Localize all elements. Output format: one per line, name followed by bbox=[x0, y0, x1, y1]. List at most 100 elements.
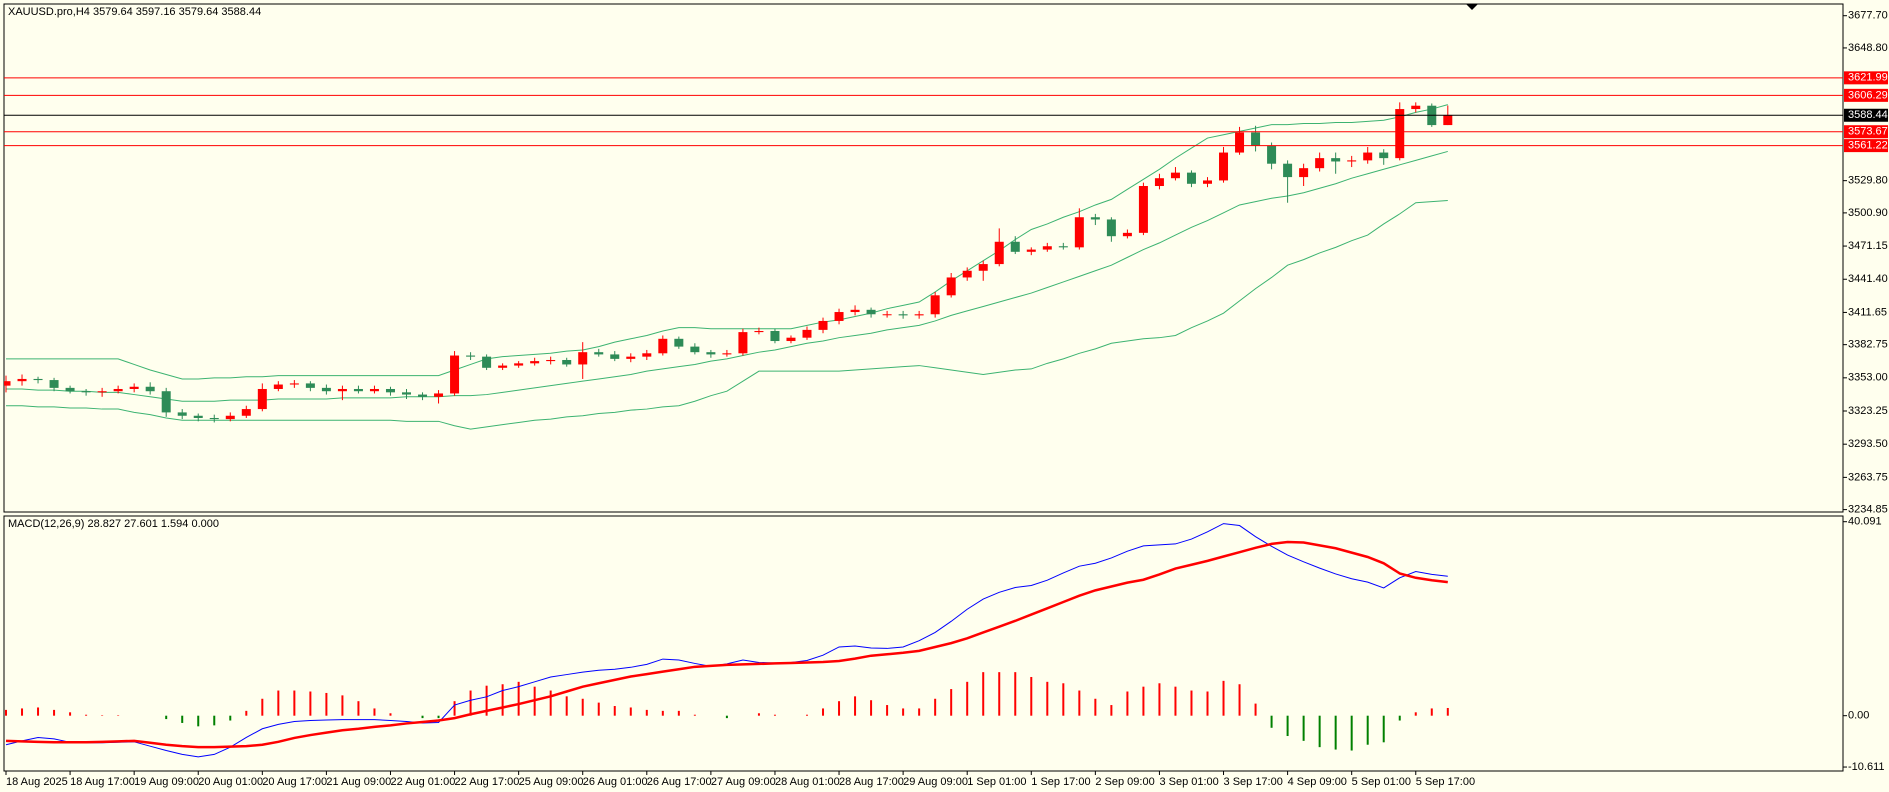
candle-body bbox=[4, 381, 11, 386]
band-line bbox=[6, 150, 1448, 402]
candle-body bbox=[161, 391, 171, 413]
candle-body bbox=[1026, 249, 1036, 252]
level-tag bbox=[1844, 88, 1888, 102]
y-tick-label: 3263.75 bbox=[1848, 471, 1888, 483]
candle-body bbox=[17, 378, 27, 382]
level-label: 3621.99 bbox=[1848, 72, 1888, 84]
candle-body bbox=[754, 330, 764, 333]
candle-body bbox=[722, 353, 732, 355]
candle-body bbox=[225, 415, 235, 420]
macd-panel bbox=[3, 515, 1844, 772]
x-tick-label: 3 Sep 01:00 bbox=[1159, 776, 1218, 788]
candle-body bbox=[1331, 158, 1341, 162]
y-tick-label: 3471.15 bbox=[1848, 240, 1888, 252]
x-tick-label: 28 Aug 01:00 bbox=[775, 776, 840, 788]
y-tick-label: -10.611 bbox=[1848, 761, 1885, 773]
candle-body bbox=[658, 338, 668, 354]
candle-body bbox=[738, 332, 748, 354]
candle-body bbox=[49, 380, 59, 388]
x-tick-label: 1 Sep 01:00 bbox=[967, 776, 1026, 788]
candle-body bbox=[1395, 109, 1405, 159]
candle-body bbox=[834, 312, 844, 321]
candle-body bbox=[850, 309, 860, 313]
x-tick-label: 18 Aug 17:00 bbox=[70, 776, 135, 788]
x-tick-label: 20 Aug 17:00 bbox=[262, 776, 327, 788]
candle-body bbox=[1267, 145, 1277, 164]
candle-body bbox=[770, 330, 780, 342]
candle-body bbox=[273, 384, 283, 389]
candle-body bbox=[1219, 152, 1229, 181]
x-tick-label: 5 Sep 01:00 bbox=[1352, 776, 1411, 788]
candle-body bbox=[498, 365, 508, 368]
x-tick-label: 26 Aug 01:00 bbox=[583, 776, 648, 788]
candle-body bbox=[546, 359, 556, 362]
x-tick-label: 27 Aug 09:00 bbox=[711, 776, 776, 788]
candle-body bbox=[626, 356, 636, 359]
candle-body bbox=[1299, 168, 1309, 178]
level-tag bbox=[1844, 71, 1888, 85]
price-panel bbox=[3, 3, 1844, 513]
candle-body bbox=[562, 359, 572, 365]
x-tick-label: 1 Sep 17:00 bbox=[1031, 776, 1090, 788]
candle-body bbox=[241, 409, 251, 416]
y-tick-label: 3441.40 bbox=[1848, 273, 1888, 285]
candle-body bbox=[898, 314, 908, 316]
band-line bbox=[6, 104, 1448, 380]
candle-body bbox=[33, 378, 43, 381]
candle-body bbox=[1283, 163, 1293, 178]
candle-body bbox=[1203, 180, 1212, 184]
candle-body bbox=[65, 387, 75, 392]
candle-body bbox=[930, 295, 940, 315]
candle-body bbox=[514, 363, 524, 366]
level-label: 3573.67 bbox=[1848, 126, 1888, 138]
candle-body bbox=[914, 314, 924, 316]
level-tag bbox=[1844, 108, 1888, 122]
y-tick-label: 3382.75 bbox=[1848, 339, 1888, 351]
candle-body bbox=[1411, 105, 1421, 110]
candle-body bbox=[674, 338, 684, 347]
candle-body bbox=[305, 383, 315, 388]
candle-body bbox=[177, 412, 187, 416]
candle-body bbox=[1235, 132, 1245, 153]
candle-body bbox=[353, 388, 363, 392]
candle-body bbox=[1170, 172, 1180, 179]
candle-body bbox=[978, 264, 988, 271]
macd-line bbox=[5, 540, 1448, 749]
candle-body bbox=[1379, 152, 1389, 159]
candle-body bbox=[882, 314, 892, 316]
y-tick-label: 3648.80 bbox=[1848, 42, 1888, 54]
x-tick-label: 22 Aug 01:00 bbox=[390, 776, 455, 788]
x-tick-label: 25 Aug 09:00 bbox=[519, 776, 584, 788]
x-tick-label: 20 Aug 01:00 bbox=[198, 776, 263, 788]
candle-body bbox=[1090, 217, 1100, 220]
y-tick-label: 3677.70 bbox=[1848, 10, 1888, 22]
candle-body bbox=[1010, 241, 1020, 252]
candle-body bbox=[434, 393, 444, 397]
x-tick-label: 2 Sep 09:00 bbox=[1095, 776, 1154, 788]
x-tick-label: 28 Aug 17:00 bbox=[839, 776, 904, 788]
level-tag bbox=[1844, 139, 1888, 153]
candle-body bbox=[994, 241, 1004, 265]
candle-body bbox=[482, 356, 492, 368]
candle-body bbox=[450, 355, 460, 394]
candle-body bbox=[466, 355, 476, 357]
candle-body bbox=[193, 415, 203, 418]
candle-body bbox=[530, 361, 540, 364]
level-tag bbox=[1844, 125, 1888, 139]
x-tick-label: 22 Aug 17:00 bbox=[455, 776, 520, 788]
candle-body bbox=[962, 270, 972, 278]
y-tick-label: 3500.90 bbox=[1848, 207, 1888, 219]
x-tick-label: 5 Sep 17:00 bbox=[1416, 776, 1475, 788]
x-tick-label: 21 Aug 09:00 bbox=[326, 776, 391, 788]
candle-body bbox=[113, 388, 123, 392]
candle-body bbox=[1443, 115, 1453, 126]
x-tick-label: 19 Aug 09:00 bbox=[134, 776, 199, 788]
y-tick-label: 0.00 bbox=[1848, 710, 1869, 722]
candle-body bbox=[1186, 172, 1196, 184]
candle-body bbox=[802, 329, 812, 338]
y-tick-label: 3293.50 bbox=[1848, 438, 1888, 450]
candle-body bbox=[1154, 178, 1164, 187]
candle-body bbox=[1138, 186, 1148, 233]
